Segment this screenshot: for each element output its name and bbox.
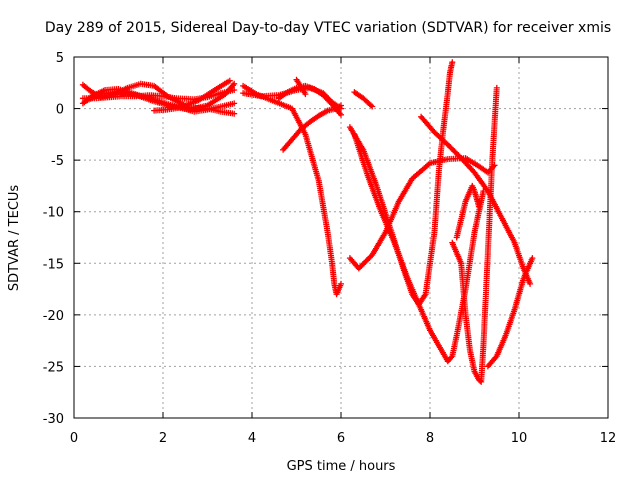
- data-points: [240, 82, 344, 298]
- data-series-13: [346, 155, 498, 272]
- data-series-18: [453, 182, 482, 241]
- x-tick-label: 12: [600, 431, 617, 446]
- data-series-15: [418, 113, 534, 287]
- data-series-10: [293, 76, 309, 98]
- y-tick-label: -30: [43, 412, 64, 427]
- y-tick-label: -25: [43, 360, 64, 375]
- data-series-9: [275, 82, 344, 118]
- axis-layer: 0 2 4 6 8 10 12 5 0 -5 -10 -15 -20 -25 -30: [43, 51, 617, 446]
- chart-title: Day 289 of 2015, Sidereal Day-to-day VTE…: [45, 20, 611, 36]
- data-series-12: [351, 89, 376, 110]
- x-tick-label: 10: [511, 431, 528, 446]
- x-tick-label: 4: [248, 431, 256, 446]
- y-tick-label: -10: [43, 206, 64, 221]
- data-points: [351, 131, 487, 365]
- data-points: [484, 255, 536, 370]
- data-series-16: [449, 84, 500, 385]
- y-axis-label: SDTVAR / TECUs: [7, 185, 22, 292]
- y-tick-label: -20: [43, 309, 64, 324]
- x-tick-label: 8: [426, 431, 434, 446]
- x-tick-label: 0: [70, 431, 78, 446]
- y-tick-label: 5: [56, 51, 64, 66]
- data-series-14: [351, 131, 487, 365]
- x-tick-label: 6: [337, 431, 345, 446]
- x-axis-label: GPS time / hours: [287, 459, 396, 474]
- data-points: [293, 76, 309, 98]
- data-points: [151, 100, 238, 115]
- y-tick-label: -15: [43, 257, 64, 272]
- data-series-17: [484, 255, 536, 370]
- data-layer: [79, 59, 536, 385]
- data-points: [346, 155, 498, 272]
- data-points: [351, 89, 376, 110]
- data-points: [275, 82, 344, 118]
- y-tick-label: 0: [56, 103, 64, 118]
- data-points: [418, 113, 534, 287]
- data-points: [453, 182, 482, 241]
- x-tick-label: 2: [159, 431, 167, 446]
- data-points: [449, 84, 500, 385]
- y-tick-label: -5: [51, 154, 64, 169]
- data-series-6: [240, 82, 344, 298]
- data-series-5: [151, 100, 238, 115]
